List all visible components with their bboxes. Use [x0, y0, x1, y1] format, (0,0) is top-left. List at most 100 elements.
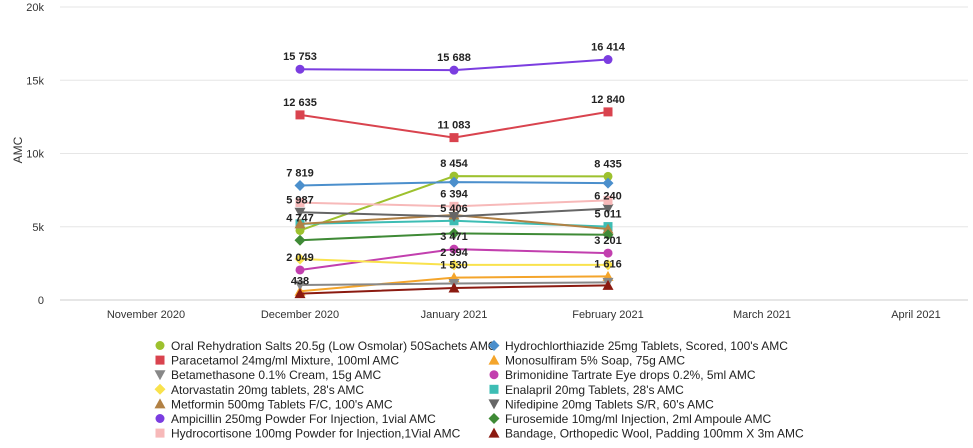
legend-item[interactable]: Oral Rehydration Salts 20.5g (Low Osmola…	[155, 339, 497, 353]
x-tick-label: March 2021	[733, 309, 791, 321]
legend-label: Bandage, Orthopedic Wool, Padding 100mm …	[505, 427, 804, 441]
data-label: 12 840	[591, 94, 625, 106]
legend-item[interactable]: Ampicillin 250mg Powder For Injection, 1…	[155, 412, 437, 426]
data-point[interactable]	[602, 229, 614, 241]
legend-item[interactable]: Monosulfiram 5% Soap, 75g AMC	[488, 354, 686, 368]
data-point[interactable]	[449, 201, 459, 211]
data-point[interactable]	[488, 340, 500, 351]
data-point[interactable]	[294, 218, 306, 229]
legend-item[interactable]: Hydrochlorthiazide 25mg Tablets, Scored,…	[488, 339, 789, 353]
data-point[interactable]	[155, 341, 165, 350]
y-tick-label: 20k	[26, 2, 44, 14]
data-point[interactable]	[448, 176, 460, 188]
data-point[interactable]	[295, 198, 305, 208]
data-point[interactable]	[155, 355, 165, 365]
data-point[interactable]	[449, 65, 459, 75]
data-label: 8 435	[594, 158, 622, 170]
legend-label: Furosemide 10mg/ml Injection, 2ml Ampoul…	[505, 412, 771, 426]
legend-item[interactable]: Metformin 500mg Tablets F/C, 100's AMC	[154, 397, 393, 411]
data-point[interactable]	[154, 370, 166, 381]
data-point[interactable]	[294, 179, 306, 191]
data-point[interactable]	[603, 195, 613, 205]
legend-label: Monosulfiram 5% Soap, 75g AMC	[505, 354, 685, 368]
data-point[interactable]	[154, 383, 166, 395]
series-10	[294, 204, 614, 222]
y-tick-label: 10k	[26, 149, 44, 161]
data-point[interactable]	[602, 223, 614, 234]
legend-item[interactable]: Betamethasone 0.1% Cream, 15g AMC	[154, 368, 382, 382]
legend-item[interactable]: Nifedipine 20mg Tablets S/R, 60's AMC	[488, 397, 715, 411]
data-point[interactable]	[154, 398, 166, 409]
legend-item[interactable]: Bandage, Orthopedic Wool, Padding 100mm …	[488, 427, 804, 441]
data-point[interactable]	[603, 107, 613, 117]
legend: Oral Rehydration Salts 20.5g (Low Osmola…	[154, 339, 804, 441]
data-label: 15 753	[283, 51, 317, 63]
axes: 0 5k 10k 15k 20k November 2020 December 2020 Ja…	[26, 2, 941, 321]
legend-item[interactable]: Enalapril 20mg Tablets, 28's AMC	[489, 383, 685, 397]
legend-label: Hydrocortisone 100mg Powder for Injectio…	[171, 427, 461, 441]
series-6	[295, 244, 613, 275]
data-point[interactable]	[603, 171, 613, 181]
data-point[interactable]	[603, 55, 613, 65]
y-tick-label: 0	[38, 295, 44, 307]
legend-label: Metformin 500mg Tablets F/C, 100's AMC	[171, 397, 393, 411]
y-tick-label: 15k	[26, 75, 44, 87]
data-point[interactable]	[448, 259, 460, 271]
legend-item[interactable]: Atorvastatin 20mg tablets, 28's AMC	[154, 383, 365, 397]
data-point[interactable]	[449, 171, 459, 181]
data-point[interactable]	[295, 265, 305, 275]
data-point[interactable]	[488, 413, 500, 424]
series-2	[294, 176, 614, 191]
legend-item[interactable]: Brimonidine Tartrate Eye drops 0.2%, 5ml…	[489, 368, 756, 382]
data-point[interactable]	[295, 64, 305, 74]
data-point[interactable]	[602, 177, 614, 189]
data-label: 7 819	[286, 167, 314, 179]
legend-label: Paracetamol 24mg/ml Mixture, 100ml AMC	[171, 354, 399, 368]
data-point[interactable]	[294, 280, 306, 291]
data-point[interactable]	[489, 370, 499, 380]
series-14	[294, 279, 614, 299]
data-label: 16 414	[591, 42, 626, 54]
data-label: 6 240	[594, 191, 622, 203]
data-label: 5 011	[595, 209, 622, 221]
legend-label: Ampicillin 250mg Powder For Injection, 1…	[171, 412, 436, 426]
data-point[interactable]	[602, 259, 614, 271]
series-11	[295, 55, 613, 75]
data-label: 1 616	[594, 258, 622, 270]
x-tick-label: November 2020	[107, 309, 185, 321]
data-point[interactable]	[295, 110, 305, 120]
data-point[interactable]	[155, 428, 165, 438]
x-tick-label: April 2021	[891, 309, 941, 321]
data-label: 1 530	[440, 260, 468, 272]
x-tick-label: December 2020	[261, 309, 339, 321]
data-point[interactable]	[294, 234, 306, 246]
data-point[interactable]	[603, 248, 613, 258]
series-12	[294, 227, 614, 246]
data-point[interactable]	[488, 427, 500, 438]
data-point[interactable]	[602, 204, 614, 215]
data-point[interactable]	[488, 399, 500, 410]
data-point[interactable]	[602, 279, 614, 290]
y-tick-label: 5k	[32, 222, 44, 234]
data-point[interactable]	[448, 227, 460, 239]
data-label: 8 454	[440, 158, 468, 170]
data-labels: 4 747 8 454 8 435 7 819 12 635 11 083 12 840 1 …	[283, 42, 626, 288]
legend-item[interactable]: Hydrocortisone 100mg Powder for Injectio…	[155, 427, 461, 441]
data-point[interactable]	[155, 414, 165, 423]
data-point[interactable]	[448, 211, 460, 222]
data-label: 438	[291, 276, 309, 288]
data-point[interactable]	[294, 253, 306, 265]
legend-label: Hydrochlorthiazide 25mg Tablets, Scored,…	[505, 339, 788, 353]
data-point[interactable]	[294, 288, 306, 299]
legend-item[interactable]: Furosemide 10mg/ml Injection, 2ml Ampoul…	[488, 412, 772, 426]
data-point[interactable]	[448, 282, 460, 293]
data-point[interactable]	[449, 244, 459, 254]
legend-label: Enalapril 20mg Tablets, 28's AMC	[505, 383, 684, 397]
data-point[interactable]	[489, 384, 499, 394]
data-point[interactable]	[488, 354, 500, 365]
legend-item[interactable]: Paracetamol 24mg/ml Mixture, 100ml AMC	[155, 354, 400, 368]
data-point[interactable]	[294, 207, 306, 218]
data-point[interactable]	[449, 133, 459, 143]
